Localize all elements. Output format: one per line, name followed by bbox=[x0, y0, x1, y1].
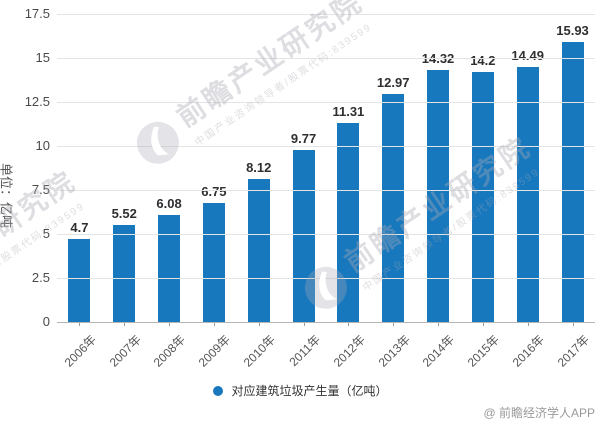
bar-column: 6.75 2009年 bbox=[191, 14, 236, 369]
bar-value-label: 6.75 bbox=[201, 184, 227, 200]
bar-value-label: 12.97 bbox=[376, 74, 410, 90]
x-tick bbox=[258, 322, 260, 326]
y-tick-label: 2.5 bbox=[31, 270, 50, 285]
bar bbox=[337, 122, 360, 322]
bar-column: 5.52 2007年 bbox=[102, 14, 147, 370]
y-tick-label: 7.5 bbox=[31, 182, 50, 197]
x-axis-label: 2014年 bbox=[420, 332, 458, 370]
x-tick bbox=[303, 322, 305, 326]
gridline bbox=[57, 102, 595, 103]
x-tick bbox=[124, 322, 126, 326]
x-axis-label: 2008年 bbox=[151, 332, 189, 370]
x-tick bbox=[482, 322, 484, 326]
x-axis-label: 2007年 bbox=[106, 332, 144, 370]
bar bbox=[68, 239, 91, 322]
bar bbox=[471, 72, 494, 322]
x-tick bbox=[348, 322, 350, 326]
x-axis-label: 2011年 bbox=[286, 332, 323, 370]
x-axis-label: 2010年 bbox=[240, 332, 279, 370]
gridline bbox=[57, 278, 595, 279]
legend-label: 对应建筑垃圾产生量（亿吨） bbox=[231, 384, 388, 398]
gridline bbox=[57, 190, 595, 191]
x-axis-label: 2012年 bbox=[330, 332, 368, 370]
bar bbox=[561, 41, 584, 322]
bar-value-label: 6.08 bbox=[156, 196, 182, 211]
x-tick bbox=[527, 322, 529, 326]
bar-value-label: 11.31 bbox=[332, 103, 365, 119]
bar-column: 14.2 2015年 bbox=[460, 14, 505, 370]
y-tick-label: 15 bbox=[35, 50, 50, 65]
bar-value-label: 15.93 bbox=[556, 22, 589, 38]
x-tick bbox=[213, 322, 215, 326]
bar-column: 15.93 2017年 bbox=[550, 14, 595, 370]
y-tick-label: 17.5 bbox=[24, 6, 50, 21]
bar-value-label: 9.77 bbox=[290, 131, 317, 146]
bar-column: 12.97 2013年 bbox=[371, 14, 416, 370]
gridline bbox=[57, 146, 595, 147]
x-axis-label: 2009年 bbox=[195, 332, 234, 370]
x-tick bbox=[79, 322, 81, 326]
gridline bbox=[57, 234, 595, 235]
x-axis-label: 2017年 bbox=[554, 332, 592, 370]
bar-column: 11.31 2012年 bbox=[326, 14, 371, 370]
x-tick bbox=[572, 322, 574, 326]
bar-column: 8.12 2010年 bbox=[236, 14, 281, 370]
x-tick bbox=[393, 322, 395, 326]
y-tick-label: 0 bbox=[42, 314, 50, 329]
bar-value-label: 14.49 bbox=[511, 48, 544, 63]
x-axis-label: 2015年 bbox=[464, 332, 503, 370]
bar bbox=[158, 215, 181, 322]
x-axis-label: 2016年 bbox=[509, 332, 548, 370]
bar bbox=[427, 70, 450, 322]
bar bbox=[292, 150, 315, 322]
bar-value-label: 8.12 bbox=[246, 160, 272, 176]
bar-value-label: 5.52 bbox=[111, 205, 137, 221]
y-tick-label: 12.5 bbox=[24, 94, 50, 109]
attribution: @ 前瞻经济学人APP bbox=[483, 406, 595, 420]
bar bbox=[113, 224, 136, 322]
y-tick-label: 5 bbox=[42, 226, 50, 241]
bar-column: 6.08 2008年 bbox=[147, 14, 192, 370]
y-tick-label: 10 bbox=[35, 138, 50, 153]
bar bbox=[247, 179, 270, 322]
gridline bbox=[57, 14, 595, 15]
bar bbox=[516, 67, 539, 322]
bar-value-label: 14.2 bbox=[470, 53, 496, 69]
columns: 4.7 2006年 5.52 2007年 6.08 2008年 6.75 2009年 8.12 2… bbox=[57, 14, 595, 370]
x-tick bbox=[438, 322, 440, 326]
gridline bbox=[57, 58, 595, 59]
bar-column: 4.7 2006年 bbox=[57, 14, 102, 369]
x-tick bbox=[169, 322, 171, 326]
bar-value-label: 4.7 bbox=[70, 220, 89, 236]
legend: 对应建筑垃圾产生量（亿吨） bbox=[0, 382, 601, 399]
legend-marker-icon bbox=[213, 385, 224, 396]
x-axis-line bbox=[57, 322, 595, 323]
bar-column: 14.49 2016年 bbox=[505, 14, 550, 370]
bar bbox=[202, 203, 225, 322]
x-axis-label: 2013年 bbox=[375, 332, 413, 370]
x-axis-label: 2006年 bbox=[61, 332, 99, 370]
plot-area: 4.7 2006年 5.52 2007年 6.08 2008年 6.75 2009年 8.12 2… bbox=[57, 14, 595, 370]
bar-column: 9.77 2011年 bbox=[281, 14, 326, 369]
bar bbox=[382, 93, 405, 322]
bar-column: 14.32 2014年 bbox=[416, 14, 461, 370]
